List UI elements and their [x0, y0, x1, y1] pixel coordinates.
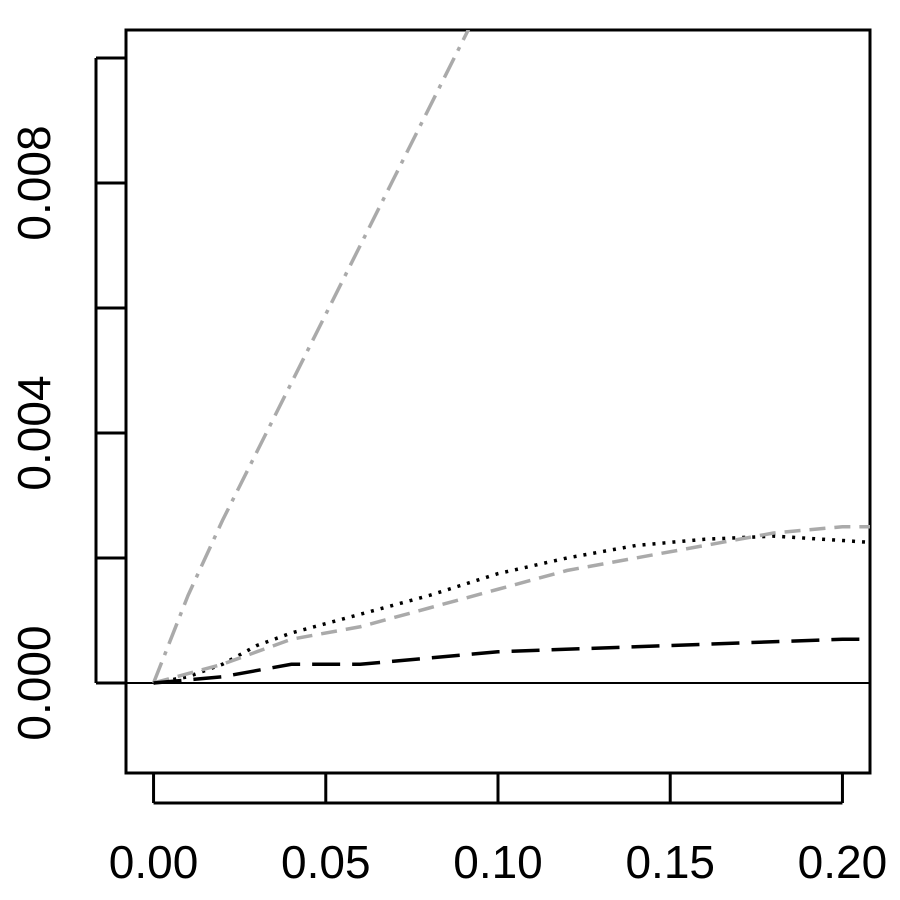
- series-line: [151, 30, 471, 684]
- series-line: [153, 534, 870, 685]
- series-line: [153, 637, 870, 685]
- x-tick-label: 0.15: [625, 836, 715, 888]
- x-tick-label: 0.00: [109, 836, 199, 888]
- x-tick-label: 0.10: [453, 836, 543, 888]
- y-tick-label: 0.004: [8, 375, 60, 490]
- plot-area: [126, 30, 870, 685]
- series-line: [153, 525, 870, 685]
- y-tick-label: 0.000: [8, 625, 60, 740]
- plot-frame: [124, 28, 872, 775]
- x-tick-label: 0.05: [281, 836, 371, 888]
- x-tick-label: 0.20: [798, 836, 888, 888]
- y-tick-label: 0.008: [8, 125, 60, 240]
